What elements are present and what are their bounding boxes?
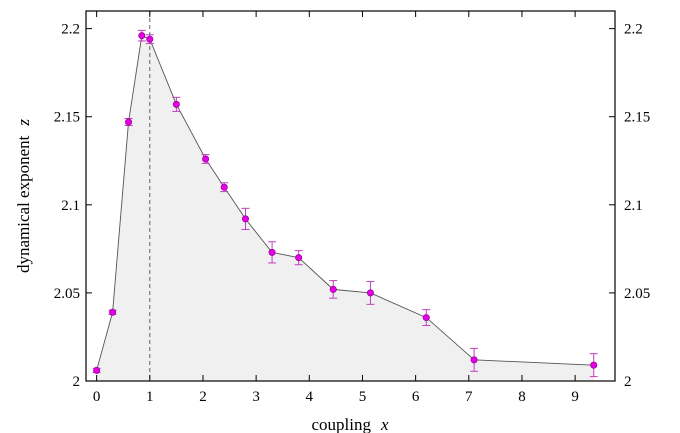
data-point: [242, 216, 248, 222]
area-fill: [97, 36, 594, 381]
x-tick-label: 8: [518, 389, 526, 405]
x-axis-variable: x: [380, 415, 389, 433]
y-axis-variable: z: [14, 119, 33, 127]
x-tick-label: 1: [146, 389, 154, 405]
data-point: [147, 36, 153, 42]
data-point: [139, 32, 145, 38]
y-tick-label-right: 2.1: [624, 198, 643, 214]
x-tick-label: 0: [93, 389, 101, 405]
x-tick-label: 4: [306, 389, 314, 405]
y-tick-label-right: 2.2: [624, 22, 643, 38]
y-tick-label-left: 2.2: [61, 22, 80, 38]
x-tick-label: 6: [412, 389, 420, 405]
y-tick-label-right: 2.05: [624, 286, 650, 302]
x-tick-label: 9: [571, 389, 579, 405]
data-point: [330, 286, 336, 292]
data-point: [591, 362, 597, 368]
data-point: [202, 156, 208, 162]
y-tick-label-left: 2.15: [54, 110, 80, 126]
data-point: [109, 309, 115, 315]
data-point: [125, 119, 131, 125]
y-tick-label-left: 2: [73, 374, 81, 390]
data-point: [221, 184, 227, 190]
y-tick-label-right: 2: [624, 374, 632, 390]
data-point: [295, 254, 301, 260]
y-tick-label-left: 2.1: [61, 198, 80, 214]
y-axis-title: dynamical exponent z: [14, 119, 33, 273]
y-axis-label: dynamical exponent: [14, 135, 33, 273]
x-tick-label: 5: [359, 389, 367, 405]
x-tick-label: 7: [465, 389, 473, 405]
area-fill-layer: [97, 36, 594, 381]
x-axis-title: coupling x: [311, 415, 389, 433]
data-point: [269, 249, 275, 255]
y-tick-label-left: 2.05: [54, 286, 80, 302]
x-axis-label: coupling: [311, 415, 371, 433]
x-tick-label: 2: [199, 389, 207, 405]
data-point: [471, 357, 477, 363]
data-point: [173, 101, 179, 107]
data-point: [367, 290, 373, 296]
data-point: [93, 367, 99, 373]
x-tick-label: 3: [252, 389, 260, 405]
y-tick-label-right: 2.15: [624, 110, 650, 126]
data-point: [423, 314, 429, 320]
